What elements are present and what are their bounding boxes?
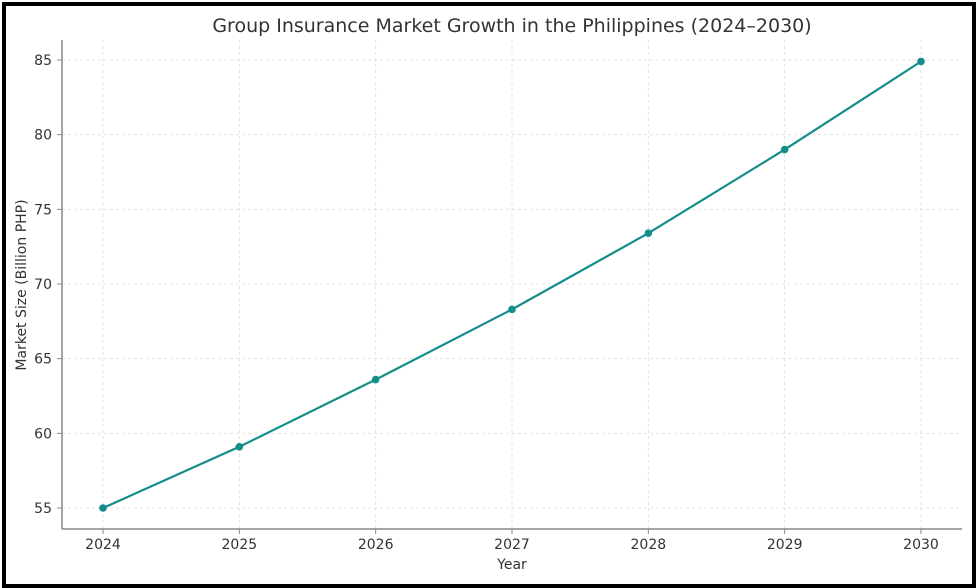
y-tick-label: 65 (34, 352, 52, 368)
data-point (99, 504, 107, 512)
data-point (235, 442, 244, 451)
grid (62, 40, 962, 529)
y-tick-label: 85 (34, 53, 52, 69)
data-point (644, 229, 653, 238)
data-point (917, 57, 925, 66)
x-axis-label: Year (496, 557, 527, 573)
x-tick-label: 2029 (767, 537, 803, 553)
y-tick-label: 60 (34, 426, 52, 442)
x-tick-label: 2028 (631, 537, 667, 553)
y-tick-label: 70 (34, 277, 52, 293)
y-tick-label: 75 (34, 202, 52, 218)
chart-title: Group Insurance Market Growth in the Phi… (212, 15, 811, 37)
series (99, 57, 925, 512)
data-point (508, 305, 516, 314)
y-tick-label: 55 (34, 501, 52, 517)
x-tick-label: 2027 (494, 537, 530, 553)
data-point (371, 375, 380, 384)
x-tick-label: 2026 (358, 537, 394, 553)
x-tick-label: 2030 (903, 537, 939, 553)
ticks: 55 60 65 70 75 80 85 2024 2025 2026 2027 2028 2029 20… (34, 53, 939, 553)
data-point (780, 145, 789, 154)
x-tick-label: 2024 (85, 537, 121, 553)
series-line (102, 60, 922, 510)
y-tick-label: 80 (34, 128, 52, 144)
y-axis-label: Market Size (Billion PHP) (14, 199, 30, 370)
x-tick-label: 2025 (222, 537, 258, 553)
